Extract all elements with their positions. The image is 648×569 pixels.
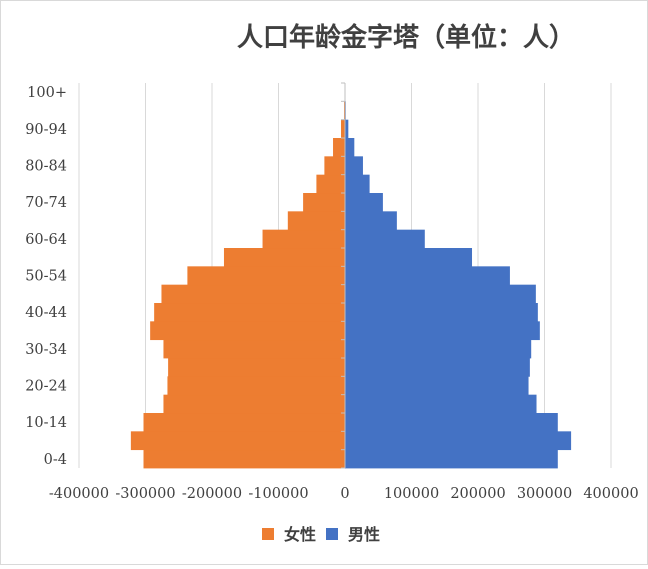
bar-male-85-89	[345, 138, 354, 157]
bar-male-35-39	[345, 321, 540, 340]
x-tick-label: 200000	[450, 486, 505, 502]
bar-female-45-49	[161, 285, 345, 304]
x-tick-label: 100000	[384, 486, 439, 502]
legend-swatch-female	[262, 528, 274, 540]
bar-female-5-9	[131, 431, 345, 450]
bar-male-0-4	[345, 450, 558, 469]
bar-male-20-24	[345, 376, 529, 395]
x-tick-label: -100000	[248, 486, 308, 502]
bar-female-75-79	[316, 175, 345, 194]
bar-female-85-89	[333, 138, 345, 157]
bar-male-65-69	[345, 211, 397, 230]
bar-male-45-49	[345, 285, 536, 304]
bar-female-55-59	[224, 248, 345, 267]
y-tick-label: 60-64	[25, 232, 67, 248]
x-tick-label: 300000	[517, 486, 572, 502]
bar-male-60-64	[345, 230, 425, 249]
bar-female-90-94	[341, 120, 345, 139]
x-tick-label: -200000	[182, 486, 242, 502]
y-tick-label: 70-74	[25, 195, 67, 211]
bar-female-50-54	[187, 266, 345, 285]
bar-female-15-19	[163, 395, 345, 414]
y-tick-label: 50-54	[25, 269, 67, 285]
x-tick-label: 0	[340, 486, 349, 502]
y-tick-label: 100+	[27, 85, 67, 101]
y-tick-label: 30-34	[25, 342, 67, 358]
bar-male-15-19	[345, 395, 537, 414]
chart-title: 人口年龄金字塔（单位：人）	[237, 22, 575, 53]
x-tick-label: -400000	[49, 486, 109, 502]
bar-male-5-9	[345, 431, 571, 450]
legend-swatch-male	[326, 528, 338, 540]
bar-male-25-29	[345, 358, 530, 377]
y-tick-label: 80-84	[25, 159, 67, 175]
x-tick-label: -300000	[115, 486, 175, 502]
bar-male-80-84	[345, 156, 363, 175]
bar-male-40-44	[345, 303, 538, 322]
y-tick-label: 40-44	[25, 305, 67, 321]
legend: 女性 男性	[262, 525, 380, 544]
x-tick-label: 400000	[583, 486, 638, 502]
bar-male-75-79	[345, 175, 370, 194]
y-tick-label: 10-14	[25, 415, 67, 431]
bar-male-70-74	[345, 193, 383, 212]
x-axis-labels: -400000 -300000 -200000 -100000 0 100000 20000…	[49, 486, 639, 502]
legend-label-male: 男性	[348, 525, 380, 544]
bar-male-10-14	[345, 413, 558, 432]
y-tick-label: 20-24	[25, 379, 67, 395]
bar-female-25-29	[168, 358, 345, 377]
bar-female-60-64	[263, 230, 345, 249]
bar-female-80-84	[324, 156, 345, 175]
bar-female-70-74	[303, 193, 345, 212]
bar-female-40-44	[154, 303, 345, 322]
bar-female-35-39	[150, 321, 345, 340]
bar-male-55-59	[345, 248, 472, 267]
bar-female-10-14	[144, 413, 345, 432]
bar-female-20-24	[167, 376, 345, 395]
y-tick-label: 90-94	[25, 122, 67, 138]
y-tick-label: 0-4	[44, 452, 67, 468]
bar-male-30-34	[345, 340, 531, 359]
bar-female-65-69	[288, 211, 345, 230]
bars-group	[131, 83, 571, 468]
bar-female-30-34	[163, 340, 345, 359]
bar-female-0-4	[144, 450, 345, 469]
y-axis-labels: 100+ 90-94 80-84 70-74 60-64 50-54 40-44 30-34 2…	[25, 85, 67, 468]
bar-male-50-54	[345, 266, 510, 285]
legend-label-female: 女性	[284, 525, 316, 544]
